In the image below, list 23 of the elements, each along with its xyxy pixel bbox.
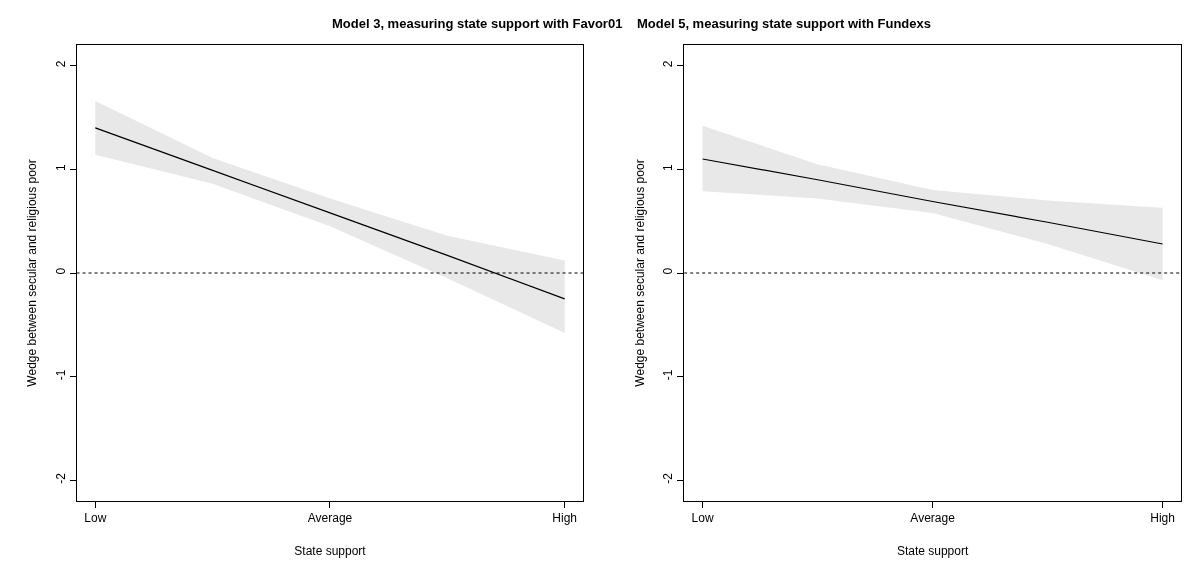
chart-title: Model 3, measuring state support with Favor01: [332, 16, 623, 31]
x-tick-label: Low: [691, 511, 714, 526]
chart-title: Model 5, measuring state support with Fundexs: [637, 16, 931, 31]
x-tick-label: High: [1150, 511, 1175, 526]
y-axis-title: Wedge between secular and religious poor: [632, 159, 647, 387]
x-axis-title: State support: [896, 544, 969, 559]
y-tick-label: -1: [53, 369, 68, 381]
y-tick-label: 2: [661, 60, 676, 68]
x-tick-label: High: [552, 511, 578, 526]
x-axis-title: State support: [294, 544, 367, 559]
y-tick-label: 0: [661, 267, 676, 275]
x-tick-label: Low: [84, 511, 107, 526]
line-series: [701, 158, 1164, 245]
y-tick-label: 2: [53, 60, 68, 68]
y-tick-label: 1: [661, 163, 676, 171]
y-tick-label: -2: [661, 472, 676, 484]
x-tick-label: Average: [307, 511, 353, 526]
y-tick-label: 1: [53, 163, 68, 171]
y-tick-label: 0: [53, 267, 68, 275]
x-tick-label: Average: [910, 511, 956, 526]
y-tick-label: -1: [661, 369, 676, 381]
y-tick-label: -2: [53, 472, 68, 484]
y-axis-title: Wedge between secular and religious poor: [25, 159, 40, 387]
